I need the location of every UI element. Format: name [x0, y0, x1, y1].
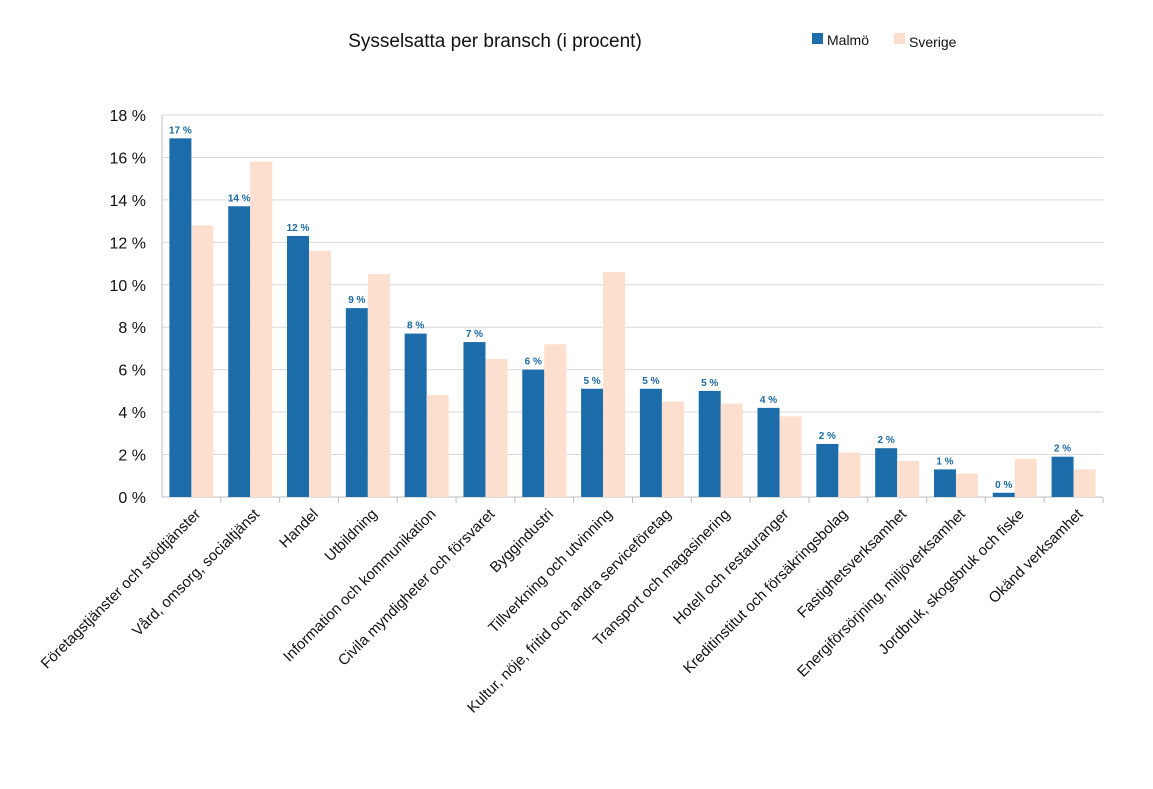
y-tick-label: 16 % [110, 150, 146, 167]
x-tick-label: Fastighetsverksamhet [794, 505, 910, 621]
data-label: 2 % [878, 435, 895, 446]
x-tick-label: Hotell och restauranger [670, 506, 792, 628]
data-label: 7 % [466, 329, 483, 340]
data-label: 6 % [525, 357, 542, 368]
bar-malmo [639, 388, 662, 497]
bar-malmo [875, 448, 898, 497]
data-label: 2 % [1054, 444, 1071, 455]
legend-swatch-malmo [812, 33, 823, 44]
y-tick-label: 8 % [118, 320, 146, 337]
bar-malmo [463, 342, 486, 497]
y-tick-label: 18 % [110, 108, 146, 125]
bar-malmo [228, 206, 251, 497]
data-label: 14 % [228, 193, 251, 204]
bar-sverige [779, 416, 802, 497]
data-label: 5 % [583, 376, 600, 387]
bar-sverige [661, 401, 684, 497]
legend-swatch-sverige [894, 33, 905, 44]
chart-title: Sysselsatta per bransch (i procent) [348, 31, 642, 52]
bar-malmo [522, 369, 545, 497]
bar-sverige [955, 473, 978, 497]
bar-malmo [404, 333, 427, 497]
y-tick-label: 6 % [118, 363, 146, 380]
y-tick-label: 2 % [118, 448, 146, 465]
legend: Malmö Sverige [812, 32, 957, 50]
data-label: 12 % [287, 223, 310, 234]
bar-sverige [544, 344, 567, 497]
x-tick-label: Utbildning [321, 506, 380, 565]
bar-sverige [720, 403, 743, 497]
bar-malmo [698, 390, 721, 497]
bar-malmo [287, 235, 310, 497]
bar-sverige [426, 395, 449, 497]
bar-malmo [992, 492, 1015, 497]
data-label: 5 % [701, 378, 718, 389]
y-tick-label: 12 % [110, 235, 146, 252]
data-label: 8 % [407, 321, 424, 332]
bar-malmo [757, 407, 780, 497]
data-label: 9 % [348, 295, 365, 306]
bar-malmo [933, 469, 956, 497]
legend-label-sverige: Sverige [909, 34, 957, 50]
data-label: 17 % [169, 125, 192, 136]
x-tick-label: Kultur, nöje, fritid och andra servicefö… [464, 506, 675, 717]
y-tick-label: 4 % [118, 405, 146, 422]
data-label: 2 % [819, 431, 836, 442]
bar-malmo [1051, 456, 1074, 497]
data-label: 4 % [760, 395, 777, 406]
data-label: 0 % [995, 480, 1012, 491]
bar-malmo [345, 308, 368, 497]
bar-sverige [897, 460, 920, 497]
bar-malmo [581, 388, 604, 497]
bar-sverige [1014, 458, 1037, 497]
x-tick-label: Handel [276, 506, 322, 552]
data-label: 1 % [936, 456, 953, 467]
bar-sverige [838, 452, 861, 497]
legend-label-malmo: Malmö [827, 32, 869, 48]
bar-sverige [250, 161, 273, 497]
y-tick-label: 0 % [118, 490, 146, 507]
y-tick-label: 10 % [110, 278, 146, 295]
bar-sverige [603, 272, 626, 497]
data-label: 5 % [642, 376, 659, 387]
bar-sverige [309, 250, 332, 497]
bar-sverige [485, 359, 508, 497]
bar-sverige [191, 225, 214, 497]
bar-sverige [1073, 469, 1096, 497]
y-tick-label: 14 % [110, 193, 146, 210]
bar-malmo [816, 443, 839, 497]
plot-area: 0 % 2 % 4 % 6 % 8 % 10 % 12 % 14 % 16 % 18 % 17 % F… [38, 108, 1104, 717]
bar-malmo [169, 138, 192, 497]
bar-sverige [367, 274, 390, 497]
